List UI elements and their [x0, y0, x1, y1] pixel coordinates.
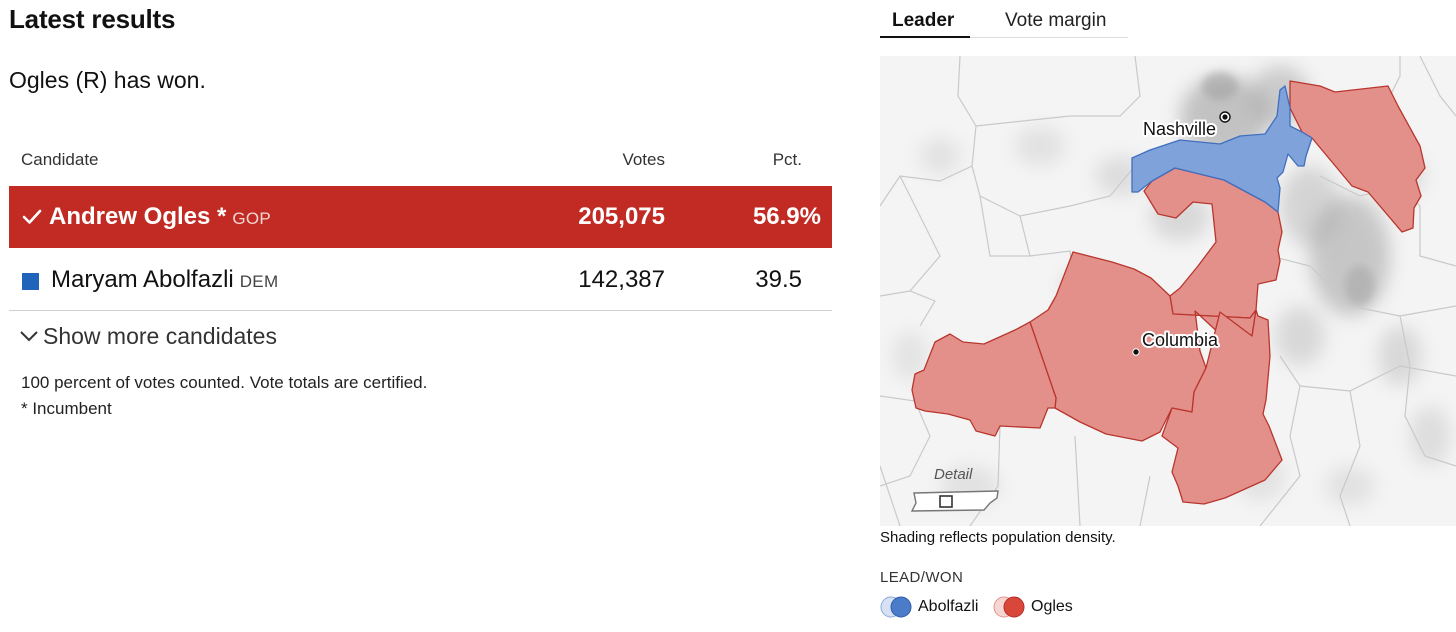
svg-text:Columbia: Columbia [1142, 330, 1219, 350]
candidate-row-winner: Andrew Ogles * GOP 205,075 56.9% [9, 186, 832, 248]
candidate-row: Maryam Abolfazli DEM 142,387 39.5 [9, 249, 832, 311]
active-tab-indicator [880, 36, 970, 38]
county-boundaries [880, 56, 1456, 526]
district-areas-ogles[interactable] [911, 80, 1426, 505]
column-candidate: Candidate [21, 150, 99, 169]
columbia-label: Columbia [1142, 330, 1219, 350]
candidate-party: DEM [239, 272, 279, 291]
candidate-votes: 142,387 [578, 266, 665, 293]
candidate-pct: 56.9% [752, 203, 821, 230]
detail-box-icon [939, 495, 953, 508]
detail-locator-inset: Detail [910, 466, 999, 512]
district-map-svg: Nashville Nashville Columbia Columbia De… [880, 56, 1456, 526]
map-caption: Shading reflects population density. [880, 529, 1116, 546]
tab-leader[interactable]: Leader [892, 10, 955, 31]
candidate-name: Maryam Abolfazli DEM [51, 266, 279, 293]
column-pct: Pct. [772, 150, 802, 169]
votes-counted-note: 100 percent of votes counted. Vote total… [21, 373, 428, 392]
chevron-down-icon [20, 331, 38, 342]
results-panel: Latest results Ogles (R) has won. Candid… [9, 0, 832, 632]
check-icon [22, 209, 42, 224]
blue-circles-icon [880, 596, 912, 618]
legend-label: Ogles [1031, 598, 1073, 615]
results-title: Latest results [9, 4, 176, 34]
candidate-party: GOP [232, 209, 272, 228]
legend-label: Abolfazli [918, 598, 979, 615]
results-table-header: Candidate Votes Pct. [9, 146, 832, 176]
svg-text:Nashville: Nashville [1143, 119, 1216, 139]
candidate-pct: 39.5 [755, 266, 802, 293]
show-more-label: Show more candidates [43, 323, 277, 349]
district-area-abolfazli[interactable] [1131, 85, 1313, 213]
tennessee-outline-icon [910, 490, 999, 512]
city-nashville: Nashville Nashville [1141, 111, 1231, 141]
map-panel: Leader Vote margin [880, 0, 1456, 632]
detail-label: Detail [934, 466, 973, 483]
city-columbia: Columbia Columbia [1132, 328, 1221, 356]
candidate-votes: 205,075 [578, 203, 665, 230]
tab-vote-margin[interactable]: Vote margin [1005, 10, 1107, 31]
show-more-candidates-button[interactable]: Show more candidates [19, 323, 277, 355]
nashville-label: Nashville [1143, 119, 1216, 139]
candidate-name: Andrew Ogles * GOP [49, 203, 272, 230]
district-map[interactable]: Nashville Nashville Columbia Columbia De… [880, 56, 1456, 526]
red-circles-icon [993, 596, 1025, 618]
legend-item-abolfazli: Abolfazli [880, 594, 990, 620]
map-tabs: Leader Vote margin [880, 8, 1128, 38]
column-votes: Votes [622, 150, 665, 169]
legend-item-ogles: Ogles [993, 594, 1103, 620]
legend-title: LEAD/WON [880, 569, 964, 586]
race-status: Ogles (R) has won. [9, 67, 206, 93]
party-square-icon [22, 273, 39, 290]
incumbent-note: * Incumbent [21, 399, 112, 418]
